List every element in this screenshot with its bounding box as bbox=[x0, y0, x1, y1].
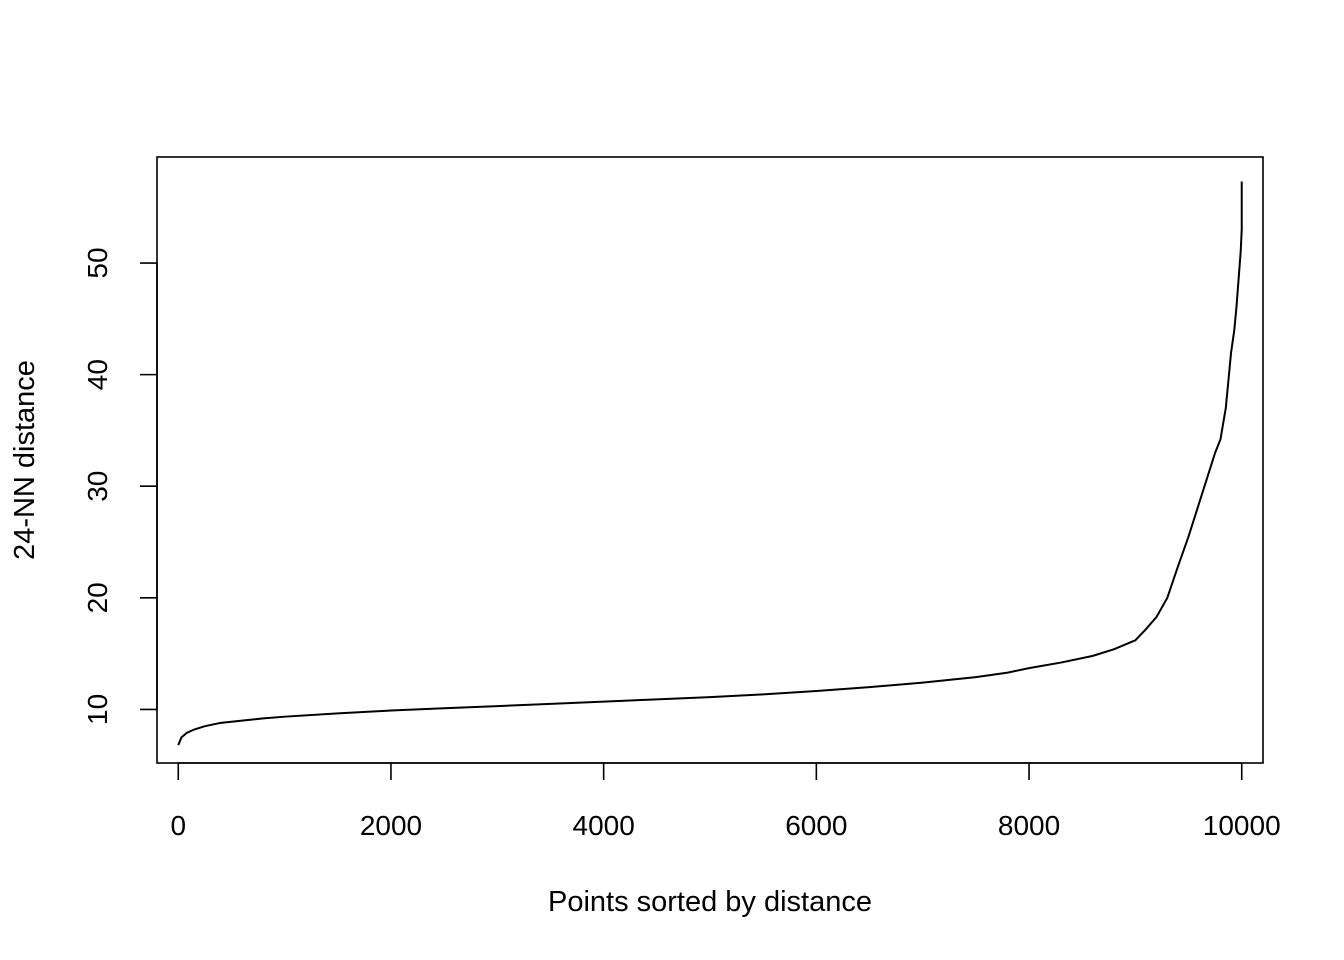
y-tick-label: 20 bbox=[82, 582, 113, 613]
y-axis: 10 20 30 40 50 bbox=[82, 247, 158, 725]
y-tick-label: 30 bbox=[82, 471, 113, 502]
x-tick-label: 4000 bbox=[573, 810, 635, 841]
series-line bbox=[177, 181, 1243, 746]
x-tick-label: 8000 bbox=[998, 810, 1060, 841]
x-tick-label: 6000 bbox=[785, 810, 847, 841]
x-tick-label: 0 bbox=[170, 810, 186, 841]
y-axis-title: 24-NN distance bbox=[9, 360, 41, 560]
x-tick-label: 10000 bbox=[1203, 810, 1281, 841]
y-tick-label: 10 bbox=[82, 694, 113, 725]
y-tick-label: 40 bbox=[82, 359, 113, 390]
x-axis-title: Points sorted by distance bbox=[548, 886, 872, 918]
x-tick-label: 2000 bbox=[360, 810, 422, 841]
plot-frame bbox=[156, 156, 1264, 764]
x-axis: 0 2000 4000 6000 8000 10000 bbox=[170, 762, 1281, 841]
y-tick-label: 50 bbox=[82, 247, 113, 278]
